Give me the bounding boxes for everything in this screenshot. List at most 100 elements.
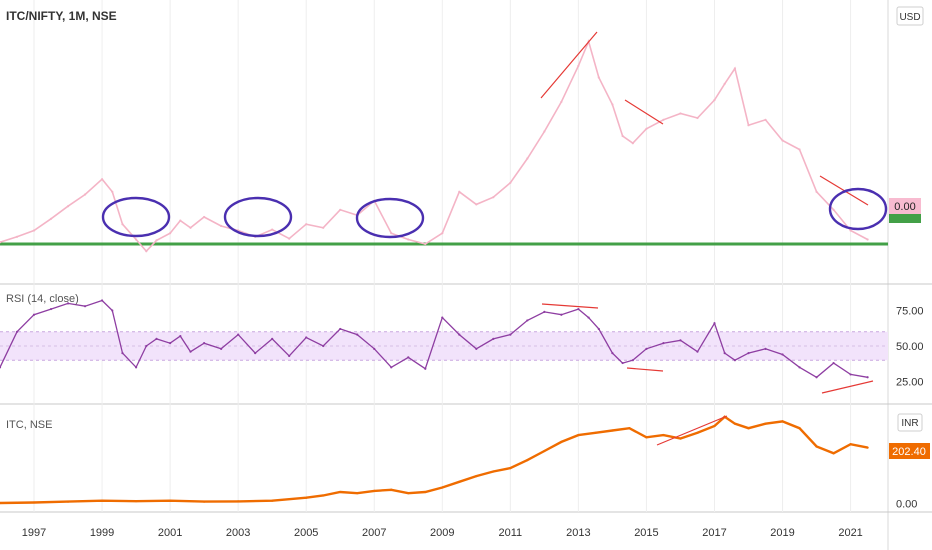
ratio-point <box>407 238 410 241</box>
itc-point <box>832 452 835 455</box>
itc-point <box>373 489 376 493</box>
ratio-point <box>866 238 869 241</box>
trend-line-rsi-late[interactable] <box>821 380 874 394</box>
itc-point <box>781 420 784 423</box>
rsi-point <box>288 354 291 358</box>
rsi-point <box>390 366 393 369</box>
circle-marker-2003[interactable] <box>223 196 293 238</box>
x-tick-label: 2021 <box>838 527 862 539</box>
ratio-point <box>66 205 70 208</box>
ratio-point <box>0 241 2 244</box>
circle-marker-2000[interactable] <box>101 196 171 238</box>
rsi-point <box>866 376 869 379</box>
itc-point <box>509 467 512 470</box>
ratio-point <box>179 219 182 222</box>
ratio-point <box>305 223 308 226</box>
rsi-point <box>0 366 2 369</box>
itc-point <box>0 501 2 505</box>
rsi-point <box>271 337 274 340</box>
circle-marker-2007[interactable] <box>355 197 425 239</box>
rsi-point <box>631 359 634 362</box>
itc-point <box>271 499 274 502</box>
itc-point <box>424 490 427 494</box>
ratio-point <box>189 226 192 229</box>
itc-point <box>492 470 495 473</box>
ratio-point <box>15 235 19 238</box>
itc-point <box>849 443 852 446</box>
itc-point <box>32 501 36 504</box>
time-axis[interactable]: 1997 1999 2001 2003 2005 2007 2009 2011 2013 2015… <box>22 527 863 539</box>
rsi-point <box>679 339 682 342</box>
plot-area[interactable] <box>0 0 888 512</box>
itc-point <box>628 427 631 430</box>
ratio-point <box>509 181 512 184</box>
ratio-point <box>662 118 665 121</box>
ratio-point <box>155 239 158 242</box>
rsi-point <box>509 333 512 336</box>
rsi-point <box>15 330 19 333</box>
itc-point <box>696 431 699 434</box>
itc-point <box>390 488 393 491</box>
ratio-point <box>621 134 624 138</box>
ratio-point <box>597 76 600 79</box>
rsi-point <box>587 316 590 319</box>
itc-point <box>764 422 767 425</box>
trend-line-rsi-low[interactable] <box>626 367 664 372</box>
itc-last-value-badge <box>889 443 930 459</box>
rsi-point <box>237 333 240 336</box>
usd-currency-button[interactable] <box>896 6 924 26</box>
ratio-point <box>764 118 767 121</box>
ratio-point <box>49 217 53 220</box>
ratio-point <box>203 215 206 219</box>
ratio-point <box>134 238 138 241</box>
trend-line-rsi-top[interactable] <box>541 303 599 309</box>
rsi-point <box>577 307 580 311</box>
ratio-point <box>288 237 291 240</box>
grid-lines <box>33 0 852 512</box>
rsi-series-line <box>0 299 868 379</box>
circle-drawings[interactable] <box>101 187 888 239</box>
itc-point <box>407 492 410 495</box>
itc-point <box>713 424 716 428</box>
x-tick-label: 1997 <box>22 527 46 539</box>
inr-currency-button[interactable] <box>897 413 923 432</box>
rsi-point <box>849 373 852 376</box>
x-tick-label: 1999 <box>90 527 114 539</box>
trend-line-ratio-rise[interactable] <box>540 31 598 99</box>
ratio-point <box>815 190 818 193</box>
rsi-point <box>424 367 427 370</box>
rsi-tick-50: 50.00 <box>896 341 924 353</box>
itc-point <box>594 431 597 434</box>
itc-point <box>866 446 869 449</box>
itc-point <box>237 500 240 503</box>
ratio-point <box>145 250 148 253</box>
rsi-point <box>543 310 546 313</box>
rsi-point <box>662 342 665 345</box>
rsi-point <box>66 302 70 305</box>
rsi-point <box>475 347 478 350</box>
rsi-point <box>560 313 563 316</box>
rsi-point <box>305 336 308 339</box>
ratio-point <box>747 124 750 127</box>
itc-point <box>645 436 648 439</box>
main-pane-title: ITC/NIFTY, 1M, NSE <box>6 9 117 23</box>
main-last-value-badge <box>889 198 921 214</box>
ratio-point <box>271 228 274 231</box>
circle-marker-2021[interactable] <box>828 187 888 231</box>
rsi-point <box>747 352 750 355</box>
trend-line-itc-rise[interactable] <box>656 415 728 446</box>
x-tick-label: 2001 <box>158 527 182 539</box>
rsi-point <box>134 366 138 369</box>
ratio-point <box>713 98 716 102</box>
x-tick-label: 2015 <box>634 527 658 539</box>
rsi-point <box>781 353 784 356</box>
rsi-point <box>441 316 444 319</box>
ratio-point <box>631 142 634 145</box>
rsi-point <box>407 356 410 359</box>
trend-line-ratio-fall[interactable] <box>624 99 664 125</box>
support-last-value-badge <box>889 214 921 223</box>
rsi-point <box>169 342 172 345</box>
x-tick-label: 2007 <box>362 527 386 539</box>
x-tick-label: 2003 <box>226 527 250 539</box>
itc-series-line <box>0 415 868 505</box>
